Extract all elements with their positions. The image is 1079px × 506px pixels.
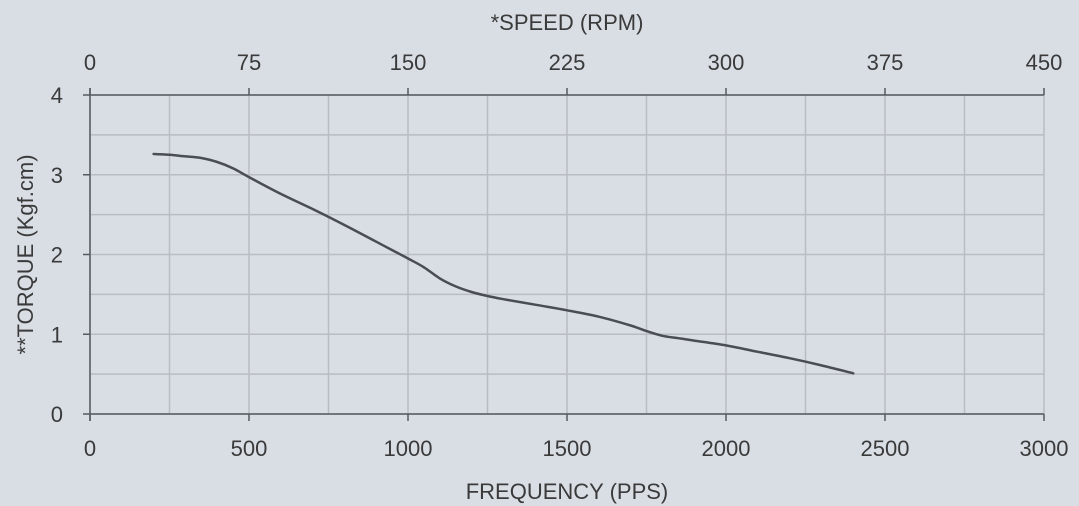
x2-tick-label: 150 [390, 50, 427, 75]
axes [83, 88, 1045, 421]
y-tick-label: 1 [51, 322, 63, 347]
x2-tick-label: 225 [549, 50, 586, 75]
tick-labels: 0 500 1000 1500 2000 2500 3000 0 75 150 225 300 375 4… [51, 50, 1069, 461]
torque-curve [152, 152, 855, 375]
x-tick-label: 1000 [384, 436, 433, 461]
x-tick-label: 500 [231, 436, 268, 461]
y-tick-label: 3 [51, 163, 63, 188]
grid [89, 94, 1045, 415]
x-tick-label: 2500 [861, 436, 910, 461]
x2-tick-label: 375 [867, 50, 904, 75]
y-tick-label: 2 [51, 243, 63, 268]
x-tick-label: 0 [84, 436, 96, 461]
y-tick-label: 4 [51, 83, 63, 108]
x2-tick-label: 300 [708, 50, 745, 75]
top-axis-title: *SPEED (RPM) [491, 10, 644, 35]
bottom-axis-title: FREQUENCY (PPS) [466, 479, 669, 504]
x2-tick-label: 75 [237, 50, 261, 75]
y-tick-label: 0 [51, 402, 63, 427]
left-axis-title: **TORQUE (Kgf.cm) [13, 154, 38, 354]
x2-tick-label: 0 [84, 50, 96, 75]
x-tick-label: 1500 [543, 436, 592, 461]
x-tick-label: 2000 [702, 436, 751, 461]
x2-tick-label: 450 [1026, 50, 1063, 75]
x-tick-label: 3000 [1020, 436, 1069, 461]
series-layer [152, 152, 855, 375]
